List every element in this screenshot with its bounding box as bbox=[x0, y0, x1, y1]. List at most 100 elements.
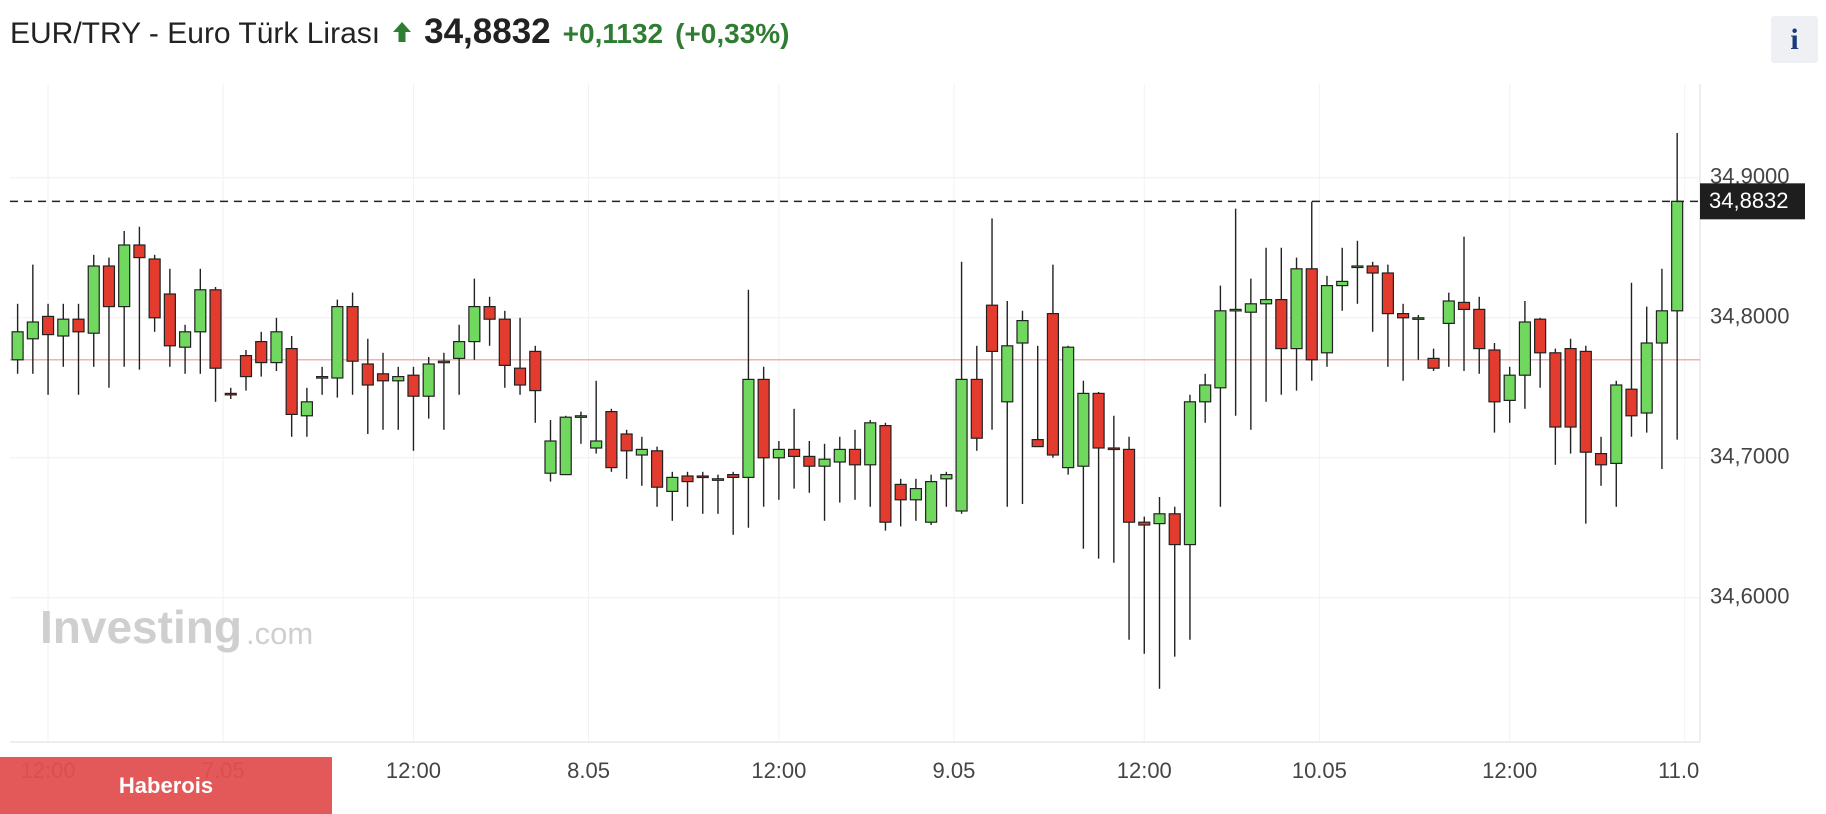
header: EUR/TRY - Euro Türk Lirası 34,8832 +0,11… bbox=[10, 12, 790, 52]
candle-body bbox=[1168, 513, 1181, 546]
x-tick-label: 8.05 bbox=[567, 758, 610, 783]
candle-body bbox=[255, 341, 268, 364]
change-percent: (+0,33%) bbox=[675, 18, 790, 49]
candle-body bbox=[1031, 439, 1044, 448]
candle-body bbox=[1320, 285, 1334, 354]
candle-body bbox=[787, 448, 801, 457]
candle-body bbox=[940, 474, 953, 480]
candle-body bbox=[407, 374, 420, 397]
last-price-tag bbox=[1700, 183, 1805, 220]
candle-body bbox=[1001, 345, 1014, 403]
candle-body bbox=[102, 265, 116, 308]
candle-body bbox=[1427, 357, 1440, 369]
candle-body bbox=[818, 458, 831, 467]
candle-body bbox=[894, 483, 907, 501]
candle-body bbox=[1092, 392, 1105, 449]
candle-body bbox=[757, 378, 770, 459]
candle-body bbox=[879, 425, 892, 523]
info-button[interactable]: i bbox=[1771, 16, 1818, 63]
y-tick-label: 34,8000 bbox=[1710, 304, 1790, 329]
candle-body bbox=[1671, 200, 1684, 312]
candle-body bbox=[529, 350, 542, 392]
candle-body bbox=[316, 376, 329, 379]
candle-body bbox=[178, 331, 192, 348]
candle-body bbox=[346, 306, 359, 362]
candle-body bbox=[727, 474, 740, 479]
candle-body bbox=[1579, 350, 1592, 453]
candle-body bbox=[11, 331, 24, 361]
watermark: Investing .com bbox=[40, 601, 313, 653]
candle-body bbox=[118, 244, 131, 308]
y-tick-label: 34,6000 bbox=[1710, 584, 1790, 609]
plot bbox=[10, 133, 1700, 689]
candle-body bbox=[1625, 388, 1638, 417]
candle-body bbox=[1153, 513, 1166, 525]
candle-body bbox=[1183, 401, 1197, 546]
up-arrow-icon bbox=[393, 22, 412, 42]
x-tick-label: 9.05 bbox=[933, 758, 976, 783]
x-tick-label: 12:00 bbox=[751, 758, 806, 783]
candle-body bbox=[1290, 268, 1303, 350]
candle-body bbox=[1214, 310, 1227, 389]
candle-body bbox=[468, 306, 481, 343]
change: +0,1132 bbox=[562, 18, 664, 49]
candle-body bbox=[1138, 521, 1151, 526]
candle-body bbox=[194, 289, 207, 333]
candle-body bbox=[772, 448, 785, 459]
candle-body bbox=[650, 450, 664, 488]
candle-body bbox=[1534, 318, 1547, 354]
candle-body bbox=[681, 475, 694, 483]
candle-body bbox=[453, 341, 466, 360]
candle-body bbox=[133, 244, 146, 259]
candle-body bbox=[239, 355, 253, 378]
candle-body bbox=[1412, 317, 1425, 320]
candle-body bbox=[848, 448, 862, 466]
candle-body bbox=[605, 411, 618, 469]
candle-body bbox=[1564, 348, 1577, 428]
candle-body bbox=[1244, 303, 1257, 313]
candle-body bbox=[483, 306, 496, 320]
x-tick-label: 12:00 bbox=[1482, 758, 1537, 783]
candle-body bbox=[1503, 374, 1516, 402]
candle-body bbox=[1488, 349, 1501, 403]
candle-body bbox=[574, 415, 588, 418]
badge[interactable]: Haberois bbox=[0, 757, 332, 814]
title: EUR/TRY - Euro Türk Lirası bbox=[10, 17, 381, 50]
candle-body bbox=[1655, 310, 1669, 344]
candle-body bbox=[955, 378, 968, 512]
candle-body bbox=[1640, 342, 1653, 414]
candle-body bbox=[1442, 300, 1455, 324]
candle-body bbox=[422, 363, 435, 397]
candle-body bbox=[742, 378, 755, 478]
candle-body bbox=[864, 422, 877, 466]
candle-body bbox=[590, 440, 603, 449]
watermark-brand: Investing bbox=[40, 601, 242, 653]
x-tick-label: 12:00 bbox=[386, 758, 441, 783]
candle-body bbox=[1594, 453, 1608, 466]
candle-body bbox=[1366, 265, 1379, 274]
candle-body bbox=[498, 318, 511, 367]
candle-body bbox=[1259, 299, 1273, 305]
candle-body bbox=[209, 289, 222, 369]
candle-body bbox=[1473, 308, 1486, 350]
candle-body bbox=[1122, 448, 1136, 523]
x-tick-label: 12:00 bbox=[1117, 758, 1172, 783]
candle-body bbox=[1305, 268, 1318, 361]
candle-body bbox=[1549, 352, 1562, 428]
candle-body bbox=[300, 401, 313, 417]
candle-body bbox=[970, 378, 983, 439]
candle-body bbox=[1229, 308, 1242, 312]
candle-body bbox=[803, 455, 816, 467]
candle-body bbox=[361, 363, 374, 386]
candle-body bbox=[1046, 313, 1060, 456]
candle-body bbox=[41, 315, 55, 336]
candle-body bbox=[985, 304, 999, 353]
candle-body bbox=[376, 373, 390, 382]
candle-body bbox=[513, 367, 527, 386]
candle-body bbox=[559, 416, 572, 476]
candle-body bbox=[925, 481, 938, 523]
candle-body bbox=[1107, 447, 1120, 451]
candle-body bbox=[1336, 280, 1349, 287]
